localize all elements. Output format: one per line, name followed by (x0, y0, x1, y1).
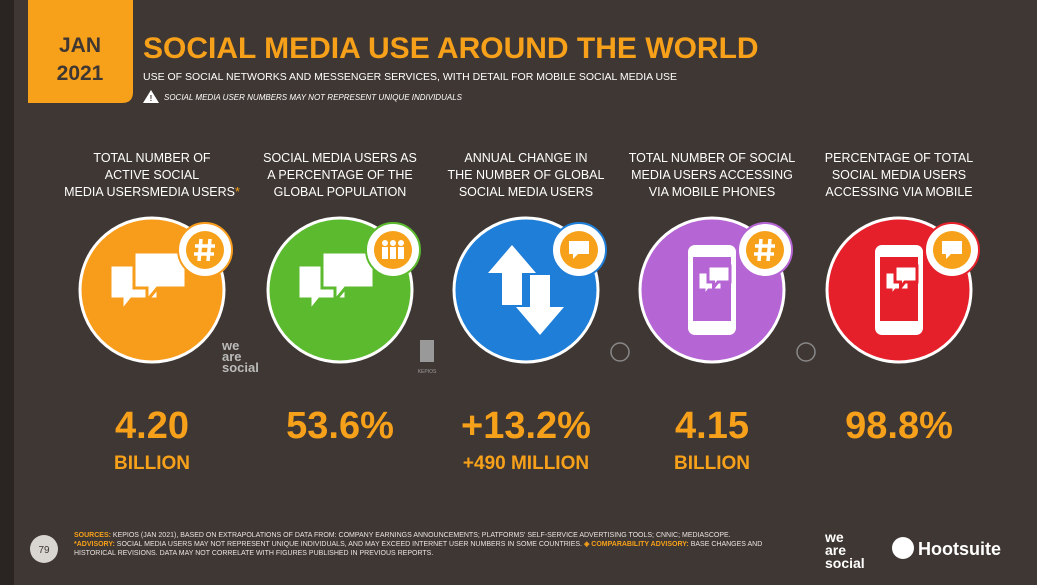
stat-label: TOTAL NUMBER OF SOCIAL (629, 151, 796, 165)
badge-month: JAN (59, 34, 101, 57)
speech-bubble (706, 264, 732, 292)
icon-badge-inner (186, 231, 224, 269)
footer-notes: SOURCES: KEPIOS (JAN 2021), BASED ON EXT… (74, 531, 804, 558)
badge-person-head (382, 240, 388, 246)
hootsuite-owl (892, 537, 914, 559)
stat-label: SOCIAL MEDIA USERS AS (263, 151, 417, 165)
stat-unit: BILLION (114, 453, 190, 474)
arrow-up (488, 245, 536, 305)
logo-text: social (825, 555, 865, 571)
advisory-label: *ADVISORY: (74, 541, 115, 548)
stat-label: MEDIA USERSMEDIA USERS* (64, 185, 240, 199)
stat-column: TOTAL NUMBER OF SOCIAL MEDIA USERS ACCESS… (629, 151, 796, 474)
owl-icon (610, 342, 630, 362)
stat-label: THE NUMBER OF GLOBAL (448, 168, 605, 182)
stat-label-line: MEDIA USERS (150, 185, 235, 199)
icon-badge-inner (746, 231, 784, 269)
asterisk: * (235, 185, 240, 199)
stat-label: TOTAL NUMBER OF (93, 151, 211, 165)
stat-column: PERCENTAGE OF TOTAL SOCIAL MEDIA USERS ACC… (825, 151, 980, 447)
page-number: 79 (38, 545, 50, 556)
warning-icon (143, 90, 159, 103)
badge-person-body (390, 247, 396, 259)
logo-text: are (825, 542, 846, 558)
kepios-icon (420, 340, 434, 362)
stat-value: 4.15 (675, 405, 749, 447)
watermark-text: we (221, 338, 239, 353)
page-number-bg (30, 535, 58, 563)
stat-column: ANNUAL CHANGE IN THE NUMBER OF GLOBAL SOCI… (448, 151, 607, 474)
comparability-label: ◈ COMPARABILITY ADVISORY: (583, 541, 689, 548)
sources: KEPIOS (JAN 2021), BASED ON EXTRAPOLATIO… (112, 532, 731, 539)
stat-label: SOCIAL MEDIA USERS (832, 168, 966, 182)
badge-person-body (382, 247, 388, 259)
warning-mark: ! (150, 94, 153, 103)
badge-year: 2021 (57, 62, 104, 85)
advisory: SOCIAL MEDIA USERS MAY NOT REPRESENT UNI… (116, 541, 582, 548)
speech-bubble (893, 264, 919, 292)
badge-bubble (942, 241, 962, 259)
watermark-kepios: KEPIOS (418, 369, 437, 375)
stat-label: PERCENTAGE OF TOTAL (825, 151, 973, 165)
stat-unit: +490 MILLION (463, 453, 589, 474)
logo-we-are-social: we are social (824, 529, 865, 571)
comparability: BASE CHANGES AND HISTORICAL REVISIONS. D… (74, 541, 763, 557)
watermark-text: are (222, 349, 242, 364)
stat-label: ACCESSING VIA MOBILE (825, 185, 972, 199)
watermark-we-are-social: we are social (221, 338, 259, 375)
stat-value: 4.20 (115, 405, 189, 447)
stat-label: SOCIAL MEDIA USERS (459, 185, 593, 199)
stat-label: ACTIVE SOCIAL (105, 168, 200, 182)
stat-label: VIA MOBILE PHONES (649, 185, 775, 199)
stat-label: ANNUAL CHANGE IN (464, 151, 587, 165)
subtitle: USE OF SOCIAL NETWORKS AND MESSENGER SER… (143, 71, 677, 83)
warning: SOCIAL MEDIA USER NUMBERS MAY NOT REPRES… (164, 93, 463, 102)
stat-column: SOCIAL MEDIA USERS AS A PERCENTAGE OF THE… (263, 151, 421, 447)
title: SOCIAL MEDIA USE AROUND THE WORLD (143, 32, 759, 65)
stat-column: TOTAL NUMBER OF ACTIVE SOCIAL MEDIA USERSM… (64, 151, 240, 474)
sources-label: SOURCES: (74, 532, 111, 539)
badge-person-head (398, 240, 404, 246)
stat-value: 98.8% (845, 405, 953, 447)
badge-person-head (390, 240, 396, 246)
watermark-text: social (222, 360, 259, 375)
arrow-down (516, 275, 564, 335)
badge-hash (194, 238, 215, 262)
badge-hash (754, 238, 775, 262)
stat-label: GLOBAL POPULATION (274, 185, 407, 199)
stat-value: 53.6% (286, 405, 394, 447)
stat-label: MEDIA USERS ACCESSING (631, 168, 793, 182)
badge-person-body (398, 247, 404, 259)
logo-hootsuite: Hootsuite (918, 539, 1001, 559)
badge-bubble (569, 241, 589, 259)
bulb-icon (796, 342, 816, 362)
logo-text: we (824, 529, 844, 545)
date-badge (28, 0, 133, 103)
stat-label: A PERCENTAGE OF THE (267, 168, 412, 182)
stat-unit: BILLION (674, 453, 750, 474)
stat-value: +13.2% (461, 405, 591, 447)
